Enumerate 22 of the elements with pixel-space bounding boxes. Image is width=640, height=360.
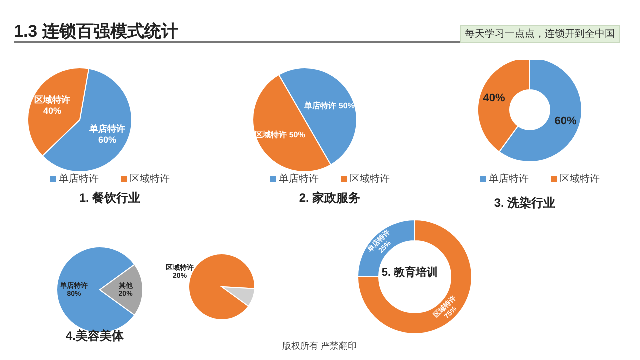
legend-label: 区域特许 <box>129 172 170 186</box>
data-label: 40% <box>43 106 62 116</box>
data-label: 60% <box>98 135 117 146</box>
legend-label: 单店特许 <box>278 172 319 186</box>
legend-label: 单店特许 <box>488 172 529 186</box>
text: 3. 洗染行业 <box>493 195 557 212</box>
data-label: 40% <box>483 92 506 104</box>
text: 1. 餐饮行业 <box>78 190 142 207</box>
slice-label: 单店特许 <box>88 124 126 134</box>
legend-label: 区域特许 <box>559 172 600 186</box>
slice-label: 区域特许 <box>34 94 70 105</box>
donut-slice <box>358 220 472 334</box>
text: 2. 家政服务 <box>298 190 362 207</box>
legend-label: 区域特许 <box>349 172 390 186</box>
category-label: 单店特许 50% <box>304 101 355 110</box>
text: 每天学习一点点，连锁开到全中国 <box>460 25 620 43</box>
text: 5. 教育培训 <box>380 265 440 280</box>
text: 1.3 连锁百强模式统计 <box>14 21 178 43</box>
text: 版权所有 严禁翻印 <box>282 340 358 353</box>
text: 4.美容美体 <box>64 328 125 345</box>
data-label: 60% <box>554 116 577 128</box>
legend-label: 单店特许 <box>58 172 99 186</box>
